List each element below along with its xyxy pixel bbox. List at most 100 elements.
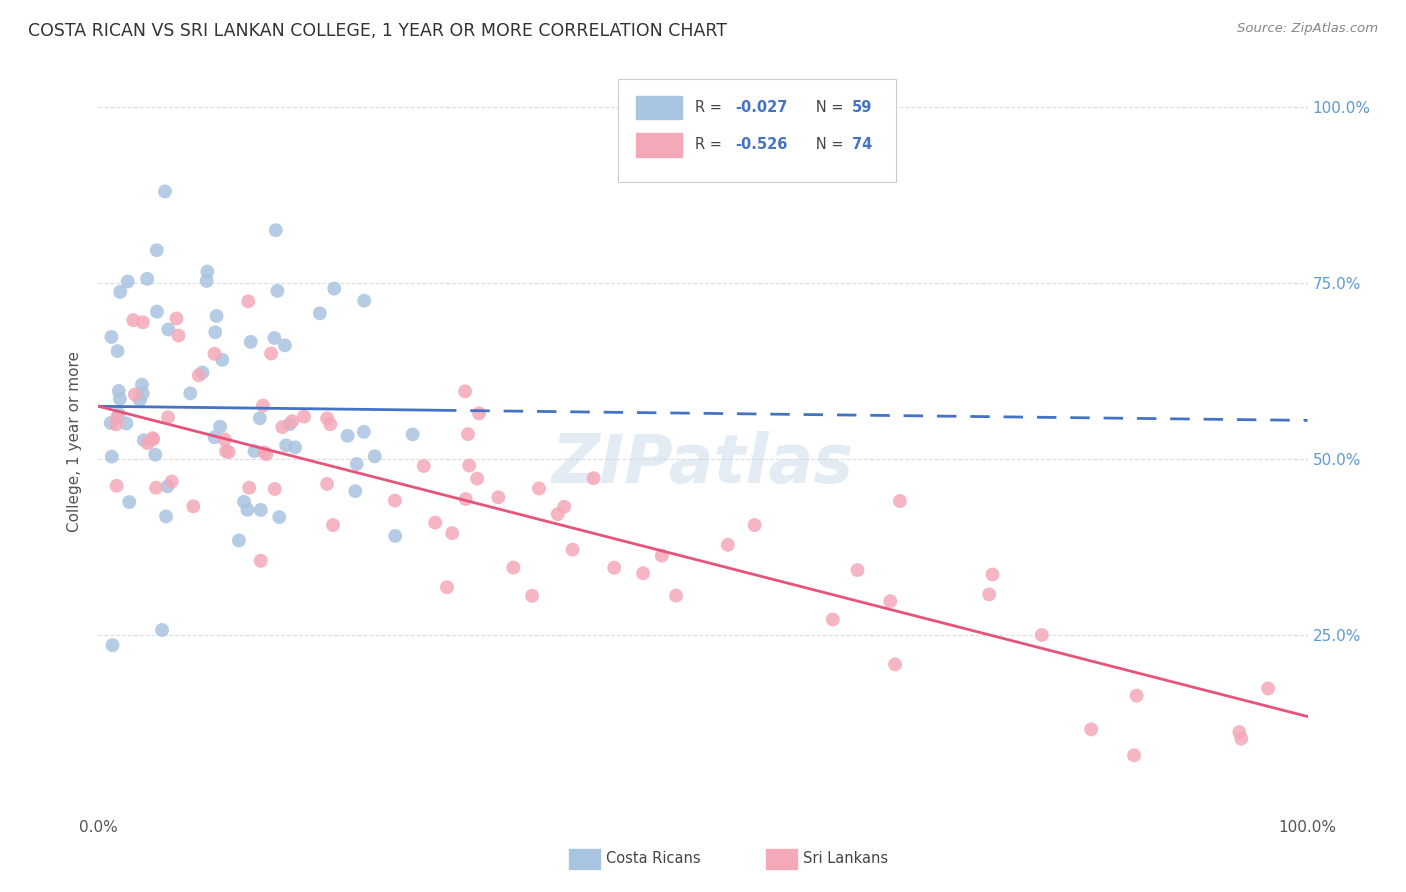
Point: [249, 554, 271, 568]
Point: [284, 440, 307, 454]
Text: R =: R =: [695, 137, 725, 153]
Point: [454, 384, 477, 399]
Point: [520, 589, 543, 603]
Point: [142, 431, 165, 445]
Point: [263, 331, 285, 345]
FancyBboxPatch shape: [619, 78, 897, 183]
Point: [205, 309, 228, 323]
Point: [142, 433, 165, 447]
Point: [249, 503, 271, 517]
Point: [153, 185, 176, 199]
Point: [107, 384, 129, 398]
Point: [308, 306, 330, 320]
Point: [665, 589, 688, 603]
Point: [157, 322, 180, 336]
Point: [132, 315, 155, 329]
Point: [110, 285, 132, 299]
Point: [322, 518, 344, 533]
Point: [263, 482, 285, 496]
Point: [1257, 681, 1279, 696]
Text: 59: 59: [852, 100, 872, 115]
Point: [218, 445, 240, 459]
Point: [118, 495, 141, 509]
Point: [323, 282, 346, 296]
Point: [204, 325, 226, 339]
Point: [319, 417, 342, 432]
Text: Costa Ricans: Costa Ricans: [606, 852, 700, 866]
Point: [468, 406, 491, 420]
Point: [197, 264, 219, 278]
Text: N =: N =: [803, 100, 848, 115]
Point: [1230, 731, 1253, 746]
Point: [384, 529, 406, 543]
Point: [187, 368, 209, 383]
Point: [363, 450, 385, 464]
Point: [100, 330, 122, 344]
Point: [281, 414, 304, 428]
Point: [353, 425, 375, 439]
Text: N =: N =: [803, 137, 848, 153]
Bar: [637, 95, 682, 120]
Text: COSTA RICAN VS SRI LANKAN COLLEGE, 1 YEAR OR MORE CORRELATION CHART: COSTA RICAN VS SRI LANKAN COLLEGE, 1 YEA…: [28, 22, 727, 40]
Point: [292, 409, 315, 424]
Point: [1080, 723, 1102, 737]
Point: [195, 274, 218, 288]
Point: [146, 304, 169, 318]
Point: [278, 417, 301, 432]
Point: [316, 477, 339, 491]
Point: [561, 542, 583, 557]
Point: [821, 612, 844, 626]
Point: [266, 284, 288, 298]
Text: Source: ZipAtlas.com: Source: ZipAtlas.com: [1237, 22, 1378, 36]
Point: [346, 457, 368, 471]
Point: [167, 328, 190, 343]
Point: [1125, 689, 1147, 703]
Point: [249, 411, 271, 425]
Point: [143, 448, 166, 462]
Point: [108, 392, 131, 406]
Point: [145, 243, 167, 257]
Point: [884, 657, 907, 672]
Point: [107, 344, 129, 359]
Point: [156, 410, 179, 425]
Point: [214, 433, 236, 447]
Point: [553, 500, 575, 514]
Point: [384, 493, 406, 508]
Point: [651, 549, 673, 563]
Point: [150, 623, 173, 637]
Point: [131, 377, 153, 392]
Point: [117, 275, 139, 289]
Point: [457, 427, 479, 442]
Point: [979, 587, 1001, 601]
Point: [100, 450, 122, 464]
Point: [105, 417, 128, 432]
Point: [889, 494, 911, 508]
Text: 74: 74: [852, 137, 872, 153]
Point: [260, 346, 283, 360]
Point: [603, 560, 626, 574]
Point: [254, 447, 277, 461]
Point: [631, 566, 654, 581]
Point: [276, 438, 298, 452]
Point: [204, 347, 226, 361]
Point: [269, 510, 291, 524]
Point: [274, 338, 297, 352]
Point: [132, 434, 155, 448]
Point: [243, 444, 266, 458]
Point: [717, 538, 740, 552]
Point: [160, 475, 183, 489]
Point: [155, 509, 177, 524]
Point: [191, 366, 214, 380]
Point: [105, 410, 128, 425]
Point: [344, 484, 367, 499]
Point: [136, 272, 159, 286]
Point: [582, 471, 605, 485]
Point: [179, 386, 201, 401]
Point: [454, 492, 477, 507]
Point: [744, 518, 766, 533]
Point: [441, 526, 464, 541]
Point: [100, 416, 122, 430]
Point: [465, 472, 488, 486]
Point: [238, 294, 260, 309]
Text: -0.526: -0.526: [735, 137, 787, 153]
